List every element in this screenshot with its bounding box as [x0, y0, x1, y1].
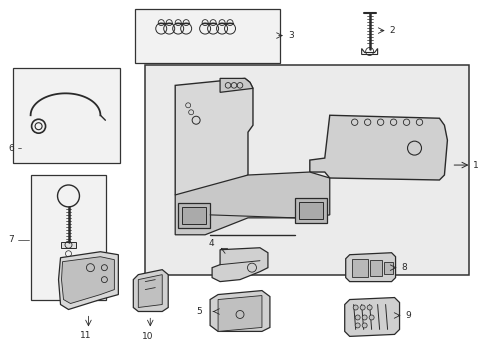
Polygon shape	[138, 275, 162, 307]
Text: 4: 4	[208, 239, 213, 248]
Polygon shape	[133, 270, 168, 311]
Circle shape	[362, 323, 366, 328]
Bar	[13, 68, 120, 163]
Polygon shape	[175, 78, 252, 195]
Text: 10: 10	[142, 332, 154, 341]
Polygon shape	[175, 172, 329, 235]
Polygon shape	[345, 253, 395, 282]
Polygon shape	[344, 298, 399, 336]
Polygon shape	[59, 252, 118, 310]
Text: 11: 11	[80, 331, 91, 340]
Polygon shape	[212, 248, 267, 282]
Bar	[145, 66, 468, 275]
Text: 3: 3	[287, 31, 293, 40]
Circle shape	[352, 305, 357, 310]
Bar	[383, 262, 392, 274]
Bar	[31, 175, 106, 300]
Text: 9: 9	[405, 311, 410, 320]
Bar	[182, 207, 205, 224]
Bar	[178, 203, 210, 228]
Text: 7: 7	[9, 235, 14, 244]
Text: 1: 1	[472, 161, 478, 170]
Bar	[294, 198, 326, 223]
Text: 6: 6	[9, 144, 14, 153]
Text: 8: 8	[401, 263, 407, 272]
Bar	[61, 242, 76, 248]
Bar	[135, 9, 279, 63]
Polygon shape	[309, 115, 447, 180]
Circle shape	[360, 305, 365, 310]
Bar	[298, 202, 322, 219]
Circle shape	[366, 305, 371, 310]
Circle shape	[354, 323, 360, 328]
Circle shape	[354, 315, 360, 320]
Circle shape	[362, 315, 366, 320]
Bar	[351, 259, 367, 276]
Polygon shape	[218, 296, 262, 332]
Circle shape	[368, 315, 373, 320]
Polygon shape	[220, 78, 252, 92]
Text: 5: 5	[196, 307, 202, 316]
Polygon shape	[61, 257, 114, 303]
Text: 2: 2	[389, 26, 394, 35]
Polygon shape	[210, 291, 269, 332]
Bar	[369, 260, 381, 276]
